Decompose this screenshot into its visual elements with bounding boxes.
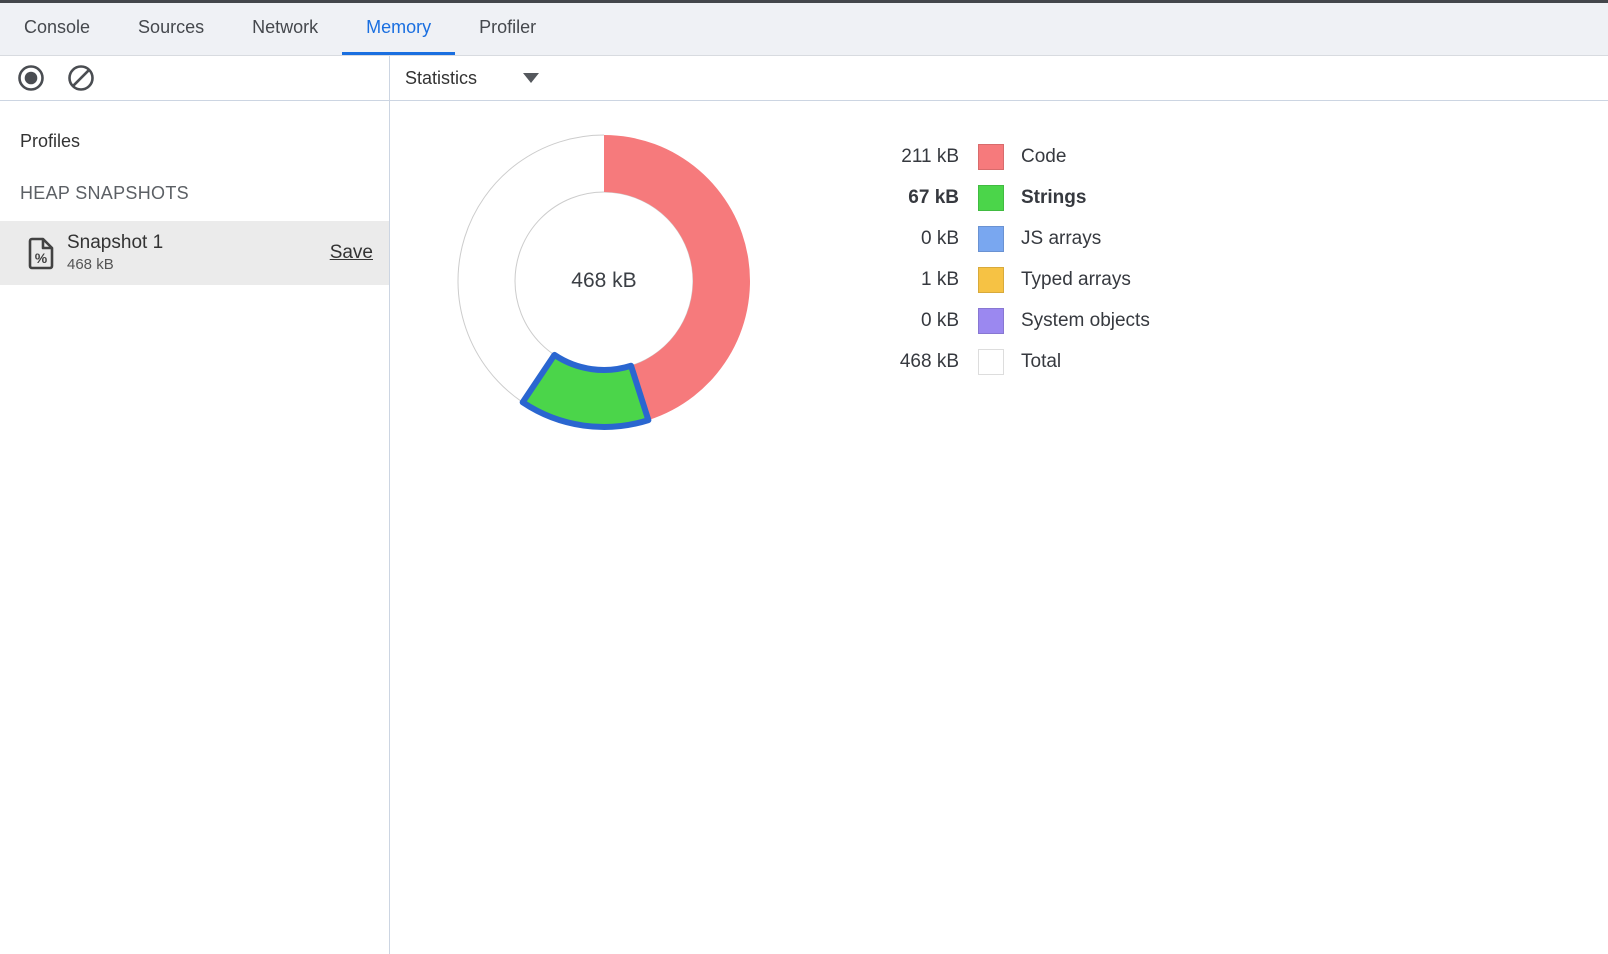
tab-sources[interactable]: Sources xyxy=(138,17,205,37)
profiles-heading: Profiles xyxy=(20,131,81,151)
legend-label: System objects xyxy=(1021,310,1150,331)
clear-profiles-button[interactable] xyxy=(66,63,96,93)
donut-slice-strings[interactable] xyxy=(519,351,652,430)
panel-content: Profiles HEAP SNAPSHOTS % Snapshot 1 xyxy=(0,56,1608,954)
perspective-select[interactable]: Statistics xyxy=(405,67,540,89)
snapshot-text: Snapshot 1 468 kB xyxy=(67,232,163,273)
legend-row-system-objects[interactable]: 0 kB System objects xyxy=(859,307,1150,335)
legend-color-swatch xyxy=(978,226,1004,252)
legend-label: Typed arrays xyxy=(1021,269,1131,290)
heap-snapshots-heading: HEAP SNAPSHOTS xyxy=(20,183,189,203)
legend-value: 67 kB xyxy=(908,187,959,208)
window-top-edge xyxy=(0,0,1608,3)
snapshot-save-link[interactable]: Save xyxy=(329,242,373,263)
legend-row-strings[interactable]: 67 kB Strings xyxy=(859,184,1150,212)
legend-row-js-arrays[interactable]: 0 kB JS arrays xyxy=(859,225,1150,253)
snapshot-name: Snapshot 1 xyxy=(67,232,164,254)
clear-icon xyxy=(68,65,94,91)
legend-color-swatch xyxy=(978,349,1004,375)
legend-color-swatch xyxy=(978,144,1004,170)
legend-color-swatch xyxy=(978,185,1004,211)
svg-text:%: % xyxy=(35,250,48,266)
memory-main-pane: Statistics 468 kB 211 kB Code xyxy=(390,56,1608,954)
legend-color-swatch xyxy=(978,267,1004,293)
record-icon xyxy=(18,65,44,91)
devtools-tabbar: Console Sources Network Memory Profiler xyxy=(0,3,1608,56)
tab-console[interactable]: Console xyxy=(24,17,91,37)
tab-memory[interactable]: Memory xyxy=(342,3,456,55)
statistics-chart-area: 468 kB 211 kB Code 67 kB Strings 0 xyxy=(390,101,1608,954)
perspective-select-value: Statistics xyxy=(405,67,478,88)
heap-statistics-donut[interactable]: 468 kB xyxy=(444,121,764,441)
legend-value: 0 kB xyxy=(920,310,959,331)
tab-profiler[interactable]: Profiler xyxy=(479,17,537,37)
legend-label: Strings xyxy=(1021,187,1087,208)
snapshot-item[interactable]: % Snapshot 1 468 kB Save xyxy=(0,221,389,285)
heap-snapshot-document-icon: % xyxy=(28,237,54,269)
legend-label: Total xyxy=(1021,351,1062,372)
legend-value: 211 kB xyxy=(901,146,959,167)
profiles-sidebar: Profiles HEAP SNAPSHOTS % Snapshot 1 xyxy=(0,56,390,954)
legend-value: 1 kB xyxy=(920,269,959,290)
donut-slice-code[interactable] xyxy=(604,135,751,421)
legend-row-total[interactable]: 468 kB Total xyxy=(859,348,1150,376)
legend-value: 0 kB xyxy=(920,228,959,249)
legend-value: 468 kB xyxy=(899,351,959,372)
legend-label: JS arrays xyxy=(1021,228,1102,249)
legend-row-code[interactable]: 211 kB Code xyxy=(859,143,1150,171)
legend-color-swatch xyxy=(978,308,1004,334)
dropdown-arrow-icon xyxy=(523,73,540,83)
record-heap-snapshot-button[interactable] xyxy=(16,63,46,93)
snapshot-size: 468 kB xyxy=(67,256,114,274)
snapshot-list: % Snapshot 1 468 kB Save xyxy=(0,221,389,285)
tab-network[interactable]: Network xyxy=(252,17,319,37)
memory-view-toolbar: Statistics xyxy=(390,56,1608,101)
profiles-toolbar xyxy=(0,56,389,101)
legend-label: Code xyxy=(1021,146,1067,167)
profiles-list-pane: Profiles HEAP SNAPSHOTS % Snapshot 1 xyxy=(0,101,389,954)
legend-row-typed-arrays[interactable]: 1 kB Typed arrays xyxy=(859,266,1150,294)
chart-legend: 211 kB Code 67 kB Strings 0 kB JS arrays xyxy=(859,143,1150,389)
